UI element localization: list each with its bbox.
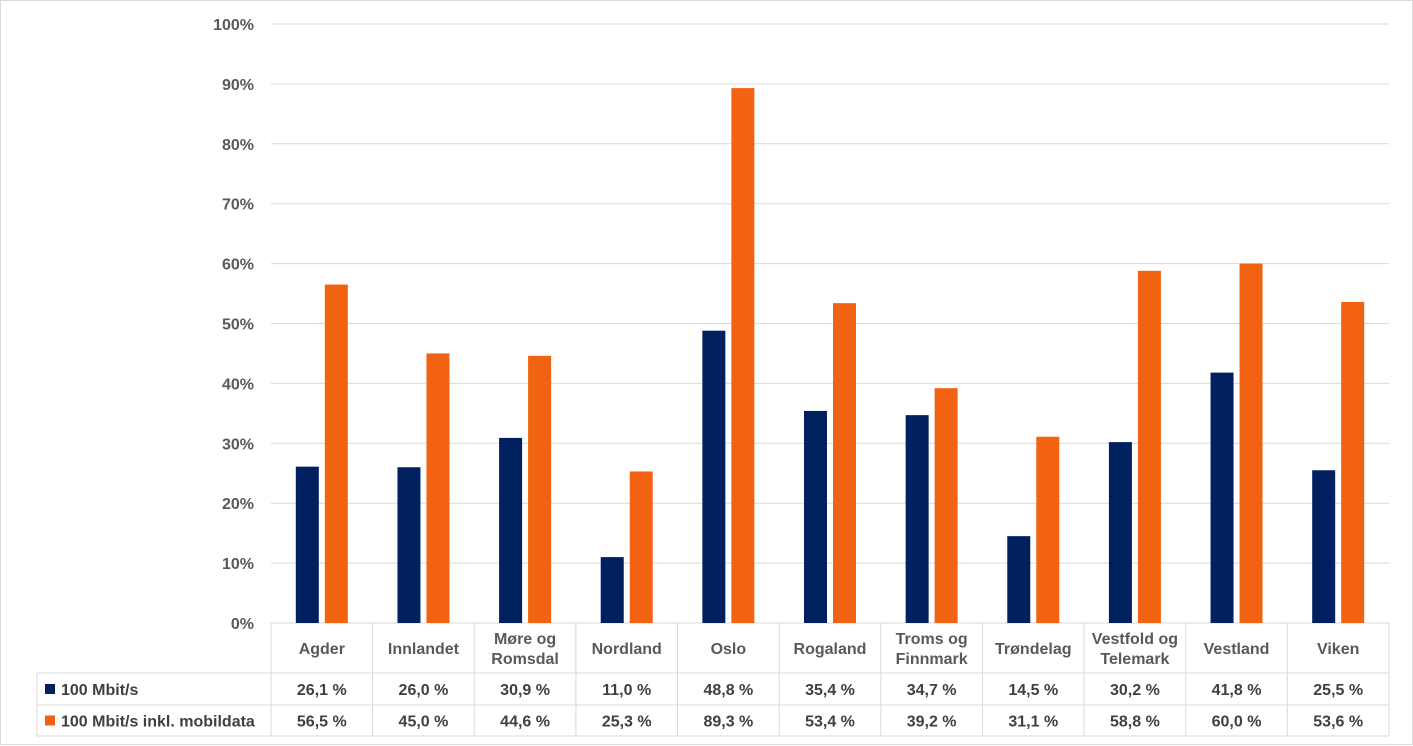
bar [702, 330, 726, 623]
bar [1239, 263, 1263, 623]
x-tick-label: Oslo [711, 641, 747, 658]
bar [1007, 536, 1031, 623]
data-label: 53,6 % [1313, 714, 1363, 731]
data-label: 45,0 % [399, 714, 449, 731]
data-label: 48,8 % [703, 682, 753, 699]
y-tick-label: 50% [222, 317, 254, 334]
y-tick-label: 90% [222, 77, 254, 94]
legend-swatch [45, 684, 55, 694]
y-tick-label: 70% [222, 197, 254, 214]
data-label: 39,2 % [907, 714, 957, 731]
data-label: 30,9 % [500, 682, 550, 699]
y-tick-label: 60% [222, 257, 254, 274]
bar [731, 88, 755, 623]
data-label: 56,5 % [297, 714, 347, 731]
bar [905, 415, 929, 623]
y-tick-label: 80% [222, 137, 254, 154]
x-tick-label: Vestfold og [1092, 631, 1178, 648]
data-label: 11,0 % [602, 682, 651, 699]
x-tick-label: Vestland [1204, 641, 1270, 658]
bar [934, 388, 958, 623]
data-label: 53,4 % [805, 714, 855, 731]
bar [833, 303, 856, 623]
y-axis-labels: 0% 10% 20% 30% 40% 50% 60% 70% 80% 90% 100% [213, 17, 254, 633]
bar [600, 557, 624, 623]
y-tick-label: 10% [222, 556, 254, 573]
data-label: 14,5 % [1008, 682, 1058, 699]
x-tick-label: Rogaland [794, 641, 867, 658]
legend-label: 100 Mbit/s inkl. mobildata [61, 714, 255, 731]
data-label: 89,3 % [703, 714, 753, 731]
data-label: 60,0 % [1212, 714, 1262, 731]
bar [1137, 270, 1161, 623]
x-tick-label: Trøndelag [995, 641, 1071, 658]
data-label: 26,1 % [297, 682, 347, 699]
data-table: Agder Innlandet Møre og Romsdal Nordland Oslo… [36, 623, 1390, 737]
bar [397, 467, 421, 623]
x-tick-label: Romsdal [491, 651, 559, 668]
y-tick-label: 0% [231, 616, 254, 633]
data-label: 25,3 % [602, 714, 652, 731]
x-tick-label: Viken [1317, 641, 1359, 658]
data-label: 44,6 % [500, 714, 550, 731]
bar [499, 437, 523, 623]
bar [1312, 470, 1336, 623]
x-tick-label: Troms og [896, 631, 968, 648]
bar [1036, 436, 1060, 623]
data-label: 31,1 % [1008, 714, 1058, 731]
bar [804, 410, 827, 623]
bar [528, 355, 552, 623]
data-label: 30,2 % [1110, 682, 1160, 699]
x-tick-label: Finnmark [896, 651, 968, 668]
bar [324, 284, 348, 623]
bar [1210, 372, 1234, 623]
legend-swatch [45, 715, 55, 726]
x-tick-label: Telemark [1100, 651, 1169, 668]
data-label: 25,5 % [1313, 682, 1363, 699]
bar [426, 353, 450, 623]
data-label: 34,7 % [907, 682, 957, 699]
x-tick-label: Agder [299, 641, 345, 658]
gridlines [271, 23, 1389, 624]
y-tick-label: 100% [213, 17, 254, 34]
x-tick-label: Innlandet [388, 641, 460, 658]
bar [1341, 301, 1365, 623]
data-label: 26,0 % [399, 682, 449, 699]
x-tick-label: Nordland [592, 641, 662, 658]
data-label: 58,8 % [1110, 714, 1160, 731]
data-label: 35,4 % [805, 682, 855, 699]
bars [295, 88, 1365, 623]
bar [629, 471, 653, 623]
legend-label: 100 Mbit/s [61, 682, 138, 699]
bar [295, 466, 319, 623]
y-tick-label: 20% [222, 496, 254, 513]
bar [1108, 442, 1132, 623]
y-tick-label: 30% [222, 436, 254, 453]
data-label: 41,8 % [1212, 682, 1262, 699]
x-tick-label: Møre og [494, 631, 556, 648]
y-tick-label: 40% [222, 376, 254, 393]
